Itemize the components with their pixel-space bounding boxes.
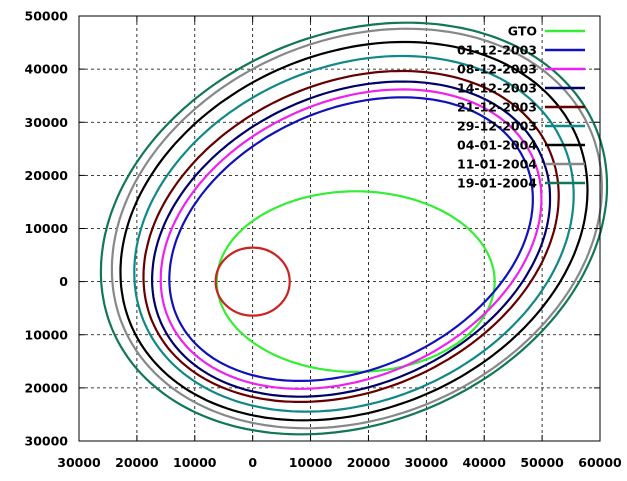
x-tick-label: 0 xyxy=(248,455,257,470)
x-tick-label: 30000 xyxy=(405,455,449,470)
series-line-1 xyxy=(215,190,496,373)
x-tick-label: 20000 xyxy=(347,455,391,470)
legend-label: 19-01-2004 xyxy=(457,176,537,191)
legend-label: GTO xyxy=(508,24,537,39)
series-layer xyxy=(99,21,609,436)
legend-label: 11-01-2004 xyxy=(457,157,537,172)
x-tick-label: 20000 xyxy=(115,455,159,470)
legend-label: 01-12-2003 xyxy=(457,43,537,58)
y-tick-label: 40000 xyxy=(25,62,69,77)
legend-label: 29-12-2003 xyxy=(457,119,537,134)
y-tick-label: 10000 xyxy=(25,327,69,342)
x-tick-label: 60000 xyxy=(578,455,622,470)
y-tick-label: 30000 xyxy=(25,115,69,130)
series-line-8 xyxy=(110,27,604,430)
series-line-6 xyxy=(133,54,575,413)
x-tick-label: 30000 xyxy=(57,455,101,470)
earth-circle xyxy=(214,246,291,317)
legend-label: 08-12-2003 xyxy=(457,62,537,77)
y-tick-label: 10000 xyxy=(25,221,69,236)
legend-label: 04-01-2004 xyxy=(457,138,537,153)
y-tick-label: 20000 xyxy=(25,168,69,183)
x-tick-label: 10000 xyxy=(173,455,217,470)
series-line-9 xyxy=(99,21,609,436)
legend-label: 21-12-2003 xyxy=(457,100,537,115)
tick-labels: 30000 20000 10000 0 10000 20000 30000 40000 5000… xyxy=(25,9,623,471)
y-tick-label: 30000 xyxy=(25,434,69,449)
series-line-4 xyxy=(151,80,552,398)
legend-label: 14-12-2003 xyxy=(457,81,537,96)
x-tick-label: 50000 xyxy=(520,455,564,470)
grid xyxy=(79,16,600,441)
x-tick-label: 40000 xyxy=(462,455,506,470)
y-tick-label: 0 xyxy=(59,274,68,289)
x-tick-label: 10000 xyxy=(289,455,333,470)
y-tick-label: 20000 xyxy=(25,380,69,395)
series-line-7 xyxy=(119,40,589,422)
legend: GTO 01-12-2003 08-12-2003 14-12-2003 21-12-2… xyxy=(457,24,585,191)
series-line-2 xyxy=(168,96,534,382)
series-line-5 xyxy=(142,69,560,403)
y-tick-label: 50000 xyxy=(25,9,69,24)
series-line-3 xyxy=(159,88,543,390)
